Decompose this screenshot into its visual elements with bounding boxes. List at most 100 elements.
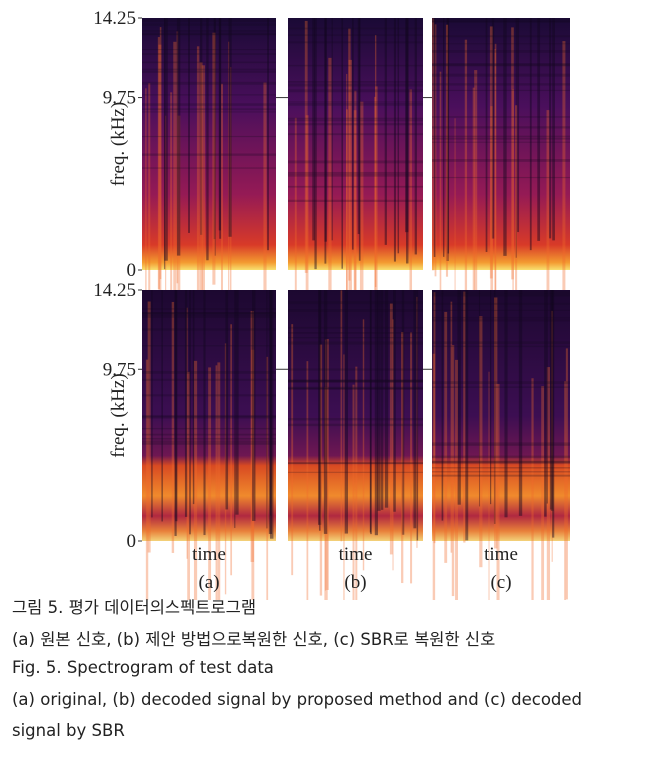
y-tick-label: 14.25 xyxy=(93,8,136,29)
spectral-streak xyxy=(565,348,568,600)
spectral-band xyxy=(142,417,276,419)
spectral-streak xyxy=(393,290,396,512)
spectral-band xyxy=(432,126,570,129)
spectral-streak xyxy=(517,18,520,233)
spectral-band xyxy=(142,415,276,417)
spectral-band xyxy=(142,414,276,418)
spectral-band xyxy=(142,315,276,318)
spectral-band xyxy=(432,141,570,143)
spectral-streak xyxy=(489,26,493,279)
spectral-streak xyxy=(269,290,274,539)
spectral-streak xyxy=(250,310,255,562)
spectral-band xyxy=(432,467,570,469)
spectral-streak xyxy=(405,18,409,233)
spectral-streak xyxy=(208,367,212,600)
spectral-streak xyxy=(324,387,328,600)
spectral-streak xyxy=(546,290,548,504)
spectral-band xyxy=(288,368,423,371)
spectral-streak xyxy=(474,70,478,323)
spectral-band xyxy=(288,387,423,389)
spectral-streak xyxy=(344,290,348,534)
spectral-streak xyxy=(370,290,372,535)
spectral-band xyxy=(288,301,423,305)
spectral-band xyxy=(288,379,423,383)
spectral-band xyxy=(432,89,570,92)
spectral-streak xyxy=(348,28,351,281)
spectral-band xyxy=(288,379,423,383)
spectral-band xyxy=(142,108,276,111)
spectrogram xyxy=(432,290,570,541)
spectral-streak xyxy=(358,18,361,261)
spectral-streak xyxy=(319,344,323,596)
spectral-streak xyxy=(432,353,436,600)
spectral-band xyxy=(432,137,570,140)
spectral-band xyxy=(142,433,276,436)
spectral-streak xyxy=(494,43,497,296)
spectral-band xyxy=(432,18,570,22)
spectral-streak xyxy=(206,18,209,261)
spectral-streak xyxy=(268,290,273,534)
spectral-streak xyxy=(465,290,469,541)
spectral-band xyxy=(288,199,423,202)
spectral-streak xyxy=(552,18,555,241)
spectral-band xyxy=(142,103,276,106)
spectral-streak xyxy=(362,319,365,571)
spectral-streak xyxy=(409,89,413,342)
spectral-streak xyxy=(186,307,188,559)
spectral-streak xyxy=(173,41,177,294)
spectral-streak xyxy=(493,290,496,524)
spectral-streak xyxy=(375,86,378,339)
spectral-streak xyxy=(455,359,458,600)
spectral-streak xyxy=(184,290,188,517)
spectral-band xyxy=(142,345,276,347)
spectral-band xyxy=(142,328,276,331)
spectral-streak xyxy=(374,290,378,536)
spectral-streak xyxy=(357,18,360,235)
spectral-streak xyxy=(157,37,160,290)
spectral-streak xyxy=(494,297,498,549)
spectral-streak xyxy=(346,109,348,362)
spectral-streak xyxy=(267,18,269,251)
spectral-streak xyxy=(193,360,198,600)
spectral-band xyxy=(142,394,276,397)
spectral-streak xyxy=(263,82,267,335)
spectral-streak xyxy=(490,106,494,359)
spectral-streak xyxy=(175,290,178,522)
panel-label: (c) xyxy=(490,572,511,593)
spectral-streak xyxy=(377,290,381,511)
spectral-streak xyxy=(546,367,551,600)
spectral-streak xyxy=(512,89,514,342)
spectral-band xyxy=(432,381,570,385)
spectral-streak xyxy=(447,18,450,254)
spectral-streak xyxy=(324,339,327,591)
x-axis-label: time xyxy=(484,544,518,565)
spectral-streak xyxy=(324,18,327,242)
spectral-streak xyxy=(552,290,555,538)
spectral-band xyxy=(288,332,423,334)
spectral-streak xyxy=(312,18,315,241)
spectral-streak xyxy=(176,31,179,284)
spectral-streak xyxy=(328,57,332,310)
spectral-band xyxy=(288,81,423,83)
spectral-band xyxy=(432,309,570,311)
spectral-streak xyxy=(323,290,328,534)
spectral-streak xyxy=(228,18,232,237)
spectral-band xyxy=(288,326,423,329)
spectral-streak xyxy=(196,46,200,299)
spectral-streak xyxy=(439,71,442,324)
spectral-streak xyxy=(446,18,449,262)
spectral-streak xyxy=(529,18,532,251)
spectral-streak xyxy=(251,349,255,600)
spectral-streak xyxy=(451,345,455,597)
spectral-band xyxy=(288,379,423,383)
spectral-band xyxy=(288,171,423,175)
panel-label: (a) xyxy=(198,572,219,593)
spectral-band xyxy=(288,160,423,164)
spectral-band xyxy=(142,70,276,73)
spectral-streak xyxy=(485,18,488,252)
spectral-band xyxy=(432,461,570,464)
spectral-streak xyxy=(354,90,357,343)
spectral-band xyxy=(432,35,570,38)
spectral-band xyxy=(288,423,423,427)
